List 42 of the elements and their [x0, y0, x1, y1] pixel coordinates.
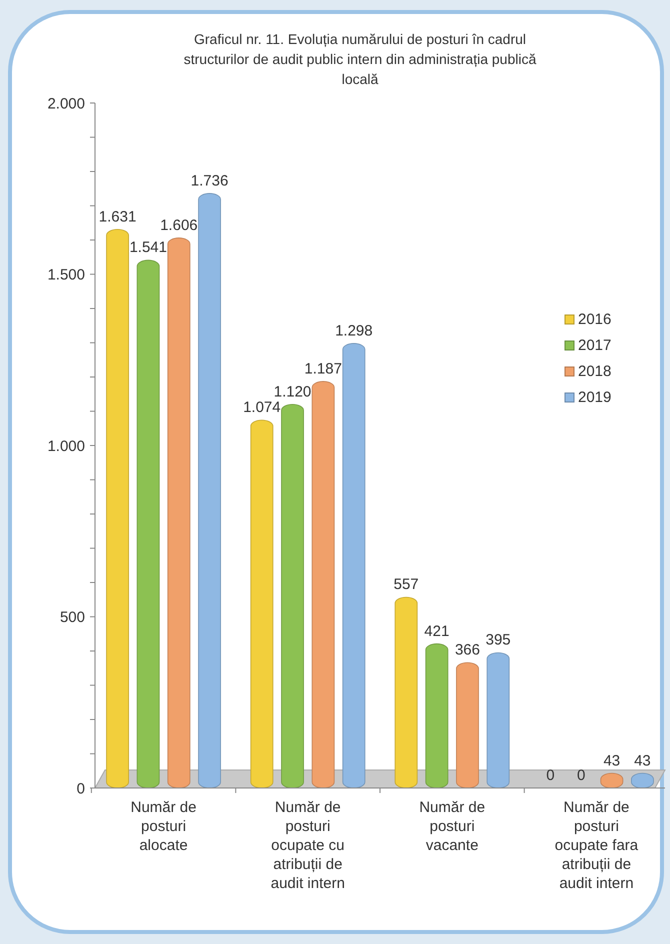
- bar: [281, 404, 304, 788]
- bar: [250, 420, 274, 788]
- y-tick-label: 1.000: [47, 438, 85, 455]
- bar: [394, 596, 418, 788]
- data-label: 43: [634, 752, 651, 770]
- y-tick-label: 1.500: [47, 266, 85, 284]
- data-label: 1.120: [274, 383, 312, 400]
- data-label: 1.541: [129, 239, 167, 256]
- bar: [167, 238, 190, 788]
- data-label: 1.074: [243, 399, 281, 416]
- data-label: 366: [454, 642, 480, 659]
- data-label: 1.298: [335, 322, 373, 340]
- x-tick-label: Număr de posturi alocate: [130, 799, 196, 854]
- data-label: 395: [486, 632, 511, 649]
- x-tick-label: Număr de posturi vacante: [419, 799, 486, 854]
- bar: [486, 652, 510, 788]
- legend-label: 2018: [578, 363, 612, 380]
- data-label: 1.606: [160, 216, 198, 234]
- bar: [312, 381, 335, 788]
- chart-title: Graficul nr. 11. Evoluția numărului de posturi în cadrul structurilor de audit public intern din administrația publică locală: [184, 31, 536, 87]
- legend-label: 2017: [578, 337, 612, 354]
- data-label: 1.187: [304, 360, 342, 378]
- x-tick-label: Număr de posturi ocupate fara atribuții de audit intern: [554, 799, 639, 892]
- bar: [106, 228, 129, 788]
- data-label: 1.631: [98, 208, 136, 226]
- bar: [198, 193, 221, 788]
- y-tick-label: 2.000: [47, 95, 85, 112]
- data-label: 0: [576, 767, 586, 784]
- data-label: 43: [603, 752, 620, 770]
- legend-label: 2016: [578, 311, 612, 328]
- y-tick-label: 500: [60, 609, 85, 626]
- legend-label: 2019: [578, 389, 612, 406]
- data-label: 557: [394, 576, 419, 594]
- data-label: 1.736: [190, 172, 228, 190]
- bar: [342, 343, 366, 788]
- data-label: 0: [546, 767, 555, 784]
- bar: [136, 260, 160, 788]
- bar: [456, 662, 479, 788]
- y-tick-label: 0: [76, 780, 85, 798]
- bar: [425, 643, 448, 788]
- x-tick-label: Număr de posturi ocupate cu atribuții de audit intern: [270, 799, 345, 892]
- data-label: 421: [424, 622, 450, 640]
